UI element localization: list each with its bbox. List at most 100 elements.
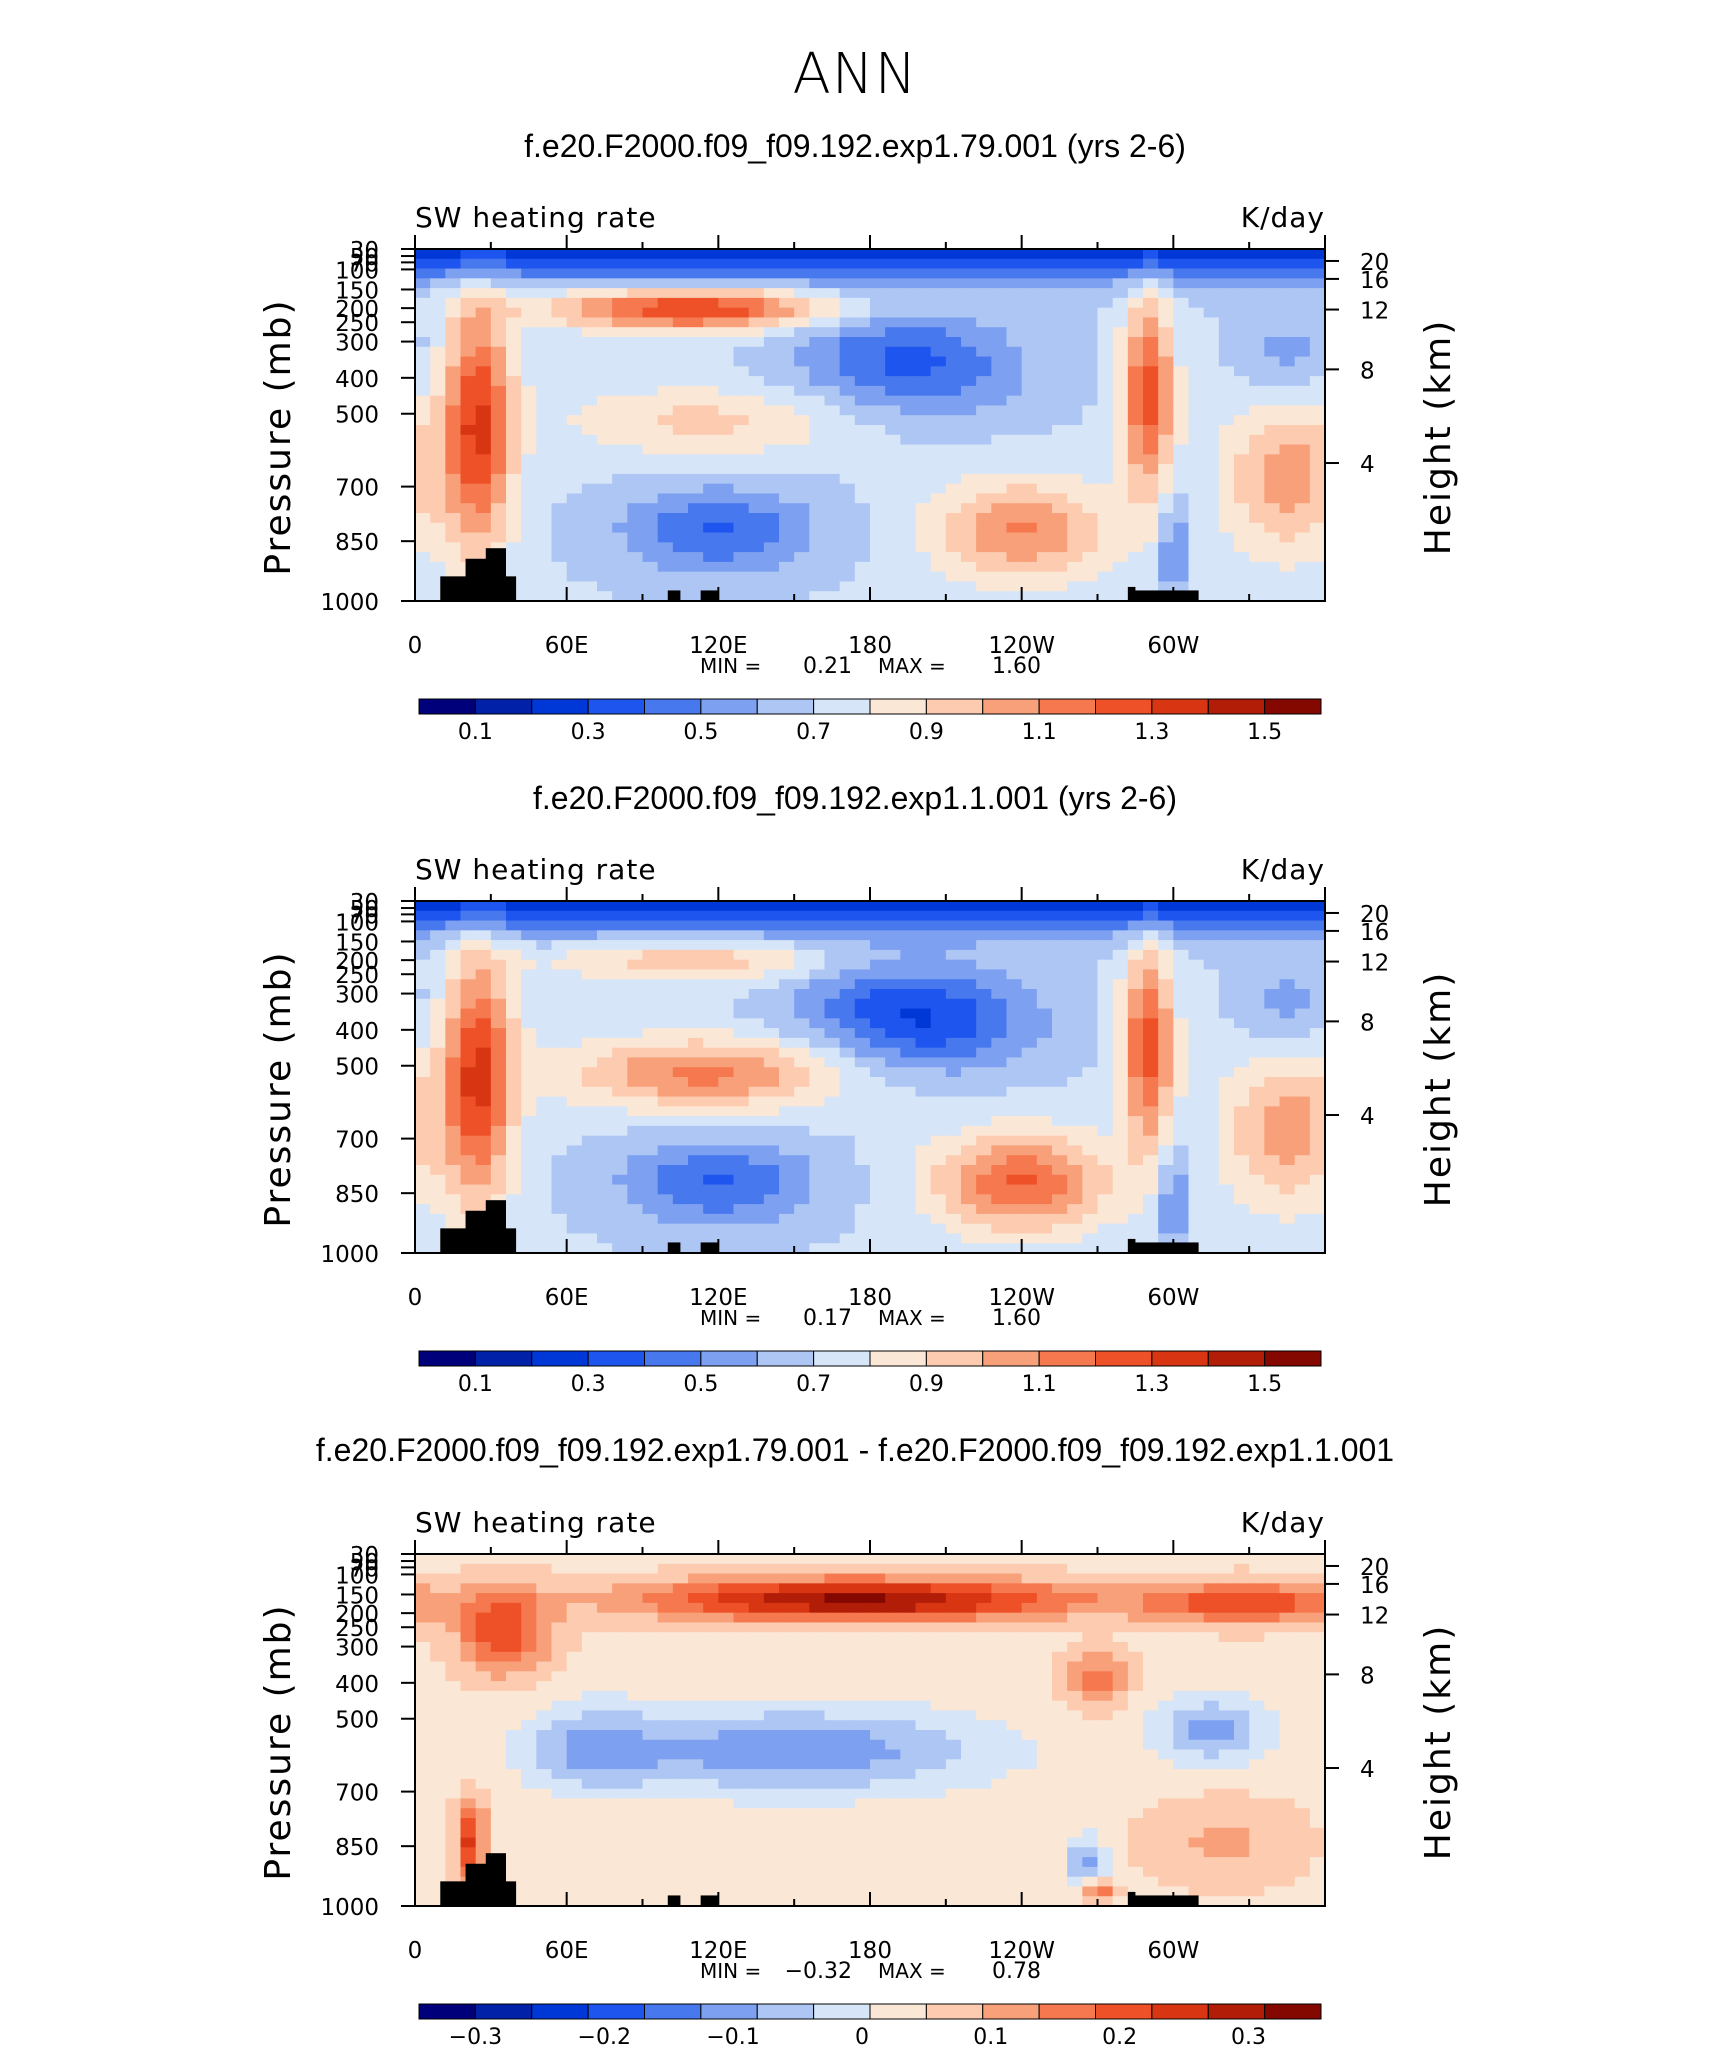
field-cell <box>430 1097 446 1107</box>
field-cell <box>1113 464 1129 474</box>
field-cell <box>840 425 856 435</box>
field-cell <box>1158 1009 1174 1019</box>
field-cell <box>1098 1009 1114 1019</box>
field-cell <box>734 337 750 347</box>
field-cell <box>794 288 810 298</box>
field-cell <box>1264 1583 1280 1593</box>
field-cell <box>476 1574 492 1584</box>
field-cell <box>597 562 613 572</box>
field-cell <box>1037 960 1053 970</box>
field-cell <box>1189 533 1205 543</box>
field-cell <box>718 562 734 572</box>
field-cell <box>567 474 583 484</box>
field-cell <box>415 1057 431 1067</box>
field-cell <box>961 1116 977 1126</box>
field-cell <box>1280 425 1296 435</box>
field-cell <box>1204 1087 1220 1097</box>
field-cell <box>825 327 841 337</box>
field-cell <box>506 1038 522 1048</box>
field-cell <box>1022 347 1038 357</box>
field-cell <box>1082 572 1098 582</box>
field-cell <box>916 513 932 523</box>
field-cell <box>825 298 841 308</box>
field-cell <box>931 979 947 989</box>
field-cell <box>491 1028 507 1038</box>
y-right-tick-label: 8 <box>1360 358 1375 384</box>
field-cell <box>1158 308 1174 318</box>
field-cell <box>976 249 992 259</box>
field-cell <box>1007 308 1023 318</box>
field-cell <box>582 1554 598 1564</box>
field-cell <box>976 533 992 543</box>
field-cell <box>961 1097 977 1107</box>
field-cell <box>1310 552 1326 562</box>
field-cell <box>1189 1087 1205 1097</box>
field-cell <box>1219 572 1235 582</box>
contour-field <box>415 901 1326 1254</box>
field-cell <box>749 357 765 367</box>
field-cell <box>1007 454 1023 464</box>
field-cell <box>1295 493 1311 503</box>
field-cell <box>1082 989 1098 999</box>
field-cell <box>567 376 583 386</box>
field-cell <box>1204 308 1220 318</box>
field-cell <box>552 1155 568 1165</box>
field-cell <box>1037 454 1053 464</box>
field-cell <box>870 989 886 999</box>
field-cell <box>1249 979 1265 989</box>
field-cell <box>415 1574 431 1584</box>
field-cell <box>688 1126 704 1136</box>
field-cell <box>961 552 977 562</box>
field-cell <box>506 1185 522 1195</box>
field-cell <box>1204 581 1220 591</box>
field-cell <box>1189 1116 1205 1126</box>
field-cell <box>809 1097 825 1107</box>
field-cell <box>870 1214 886 1224</box>
field-cell <box>1310 562 1326 572</box>
field-cell <box>961 911 977 921</box>
field-cell <box>1219 1554 1235 1564</box>
field-cell <box>430 1048 446 1058</box>
field-cell <box>1158 1224 1174 1234</box>
field-cell <box>718 1593 734 1603</box>
field-cell <box>643 1224 659 1234</box>
field-cell <box>673 493 689 503</box>
field-cell <box>916 921 932 931</box>
field-cell <box>476 1165 492 1175</box>
field-cell <box>931 1554 947 1564</box>
field-cell <box>1158 1038 1174 1048</box>
field-cell <box>582 1145 598 1155</box>
field-cell <box>1128 1057 1144 1067</box>
field-cell <box>870 484 886 494</box>
field-cell <box>840 969 856 979</box>
field-cell <box>1280 405 1296 415</box>
field-cell <box>1113 1097 1129 1107</box>
field-cell <box>764 1028 780 1038</box>
field-cell <box>764 1136 780 1146</box>
field-cell <box>931 474 947 484</box>
field-cell <box>430 1155 446 1165</box>
field-cell <box>658 464 674 474</box>
field-cell <box>916 1018 932 1028</box>
field-cell <box>885 1155 901 1165</box>
field-cell <box>840 1214 856 1224</box>
field-cell <box>825 533 841 543</box>
field-cell <box>1158 979 1174 989</box>
field-cell <box>1082 1214 1098 1224</box>
field-cell <box>521 1603 537 1613</box>
field-cell <box>809 396 825 406</box>
field-cell <box>1052 940 1068 950</box>
field-cell <box>855 1106 871 1116</box>
field-cell <box>673 1613 689 1623</box>
field-cell <box>1189 1593 1205 1603</box>
field-cell <box>1234 1106 1250 1116</box>
field-cell <box>582 493 598 503</box>
field-cell <box>961 337 977 347</box>
field-cell <box>703 1077 719 1087</box>
field-cell <box>612 1194 628 1204</box>
field-cell <box>779 503 795 513</box>
field-cell <box>430 474 446 484</box>
field-cell <box>1189 572 1205 582</box>
field-cell <box>567 921 583 931</box>
